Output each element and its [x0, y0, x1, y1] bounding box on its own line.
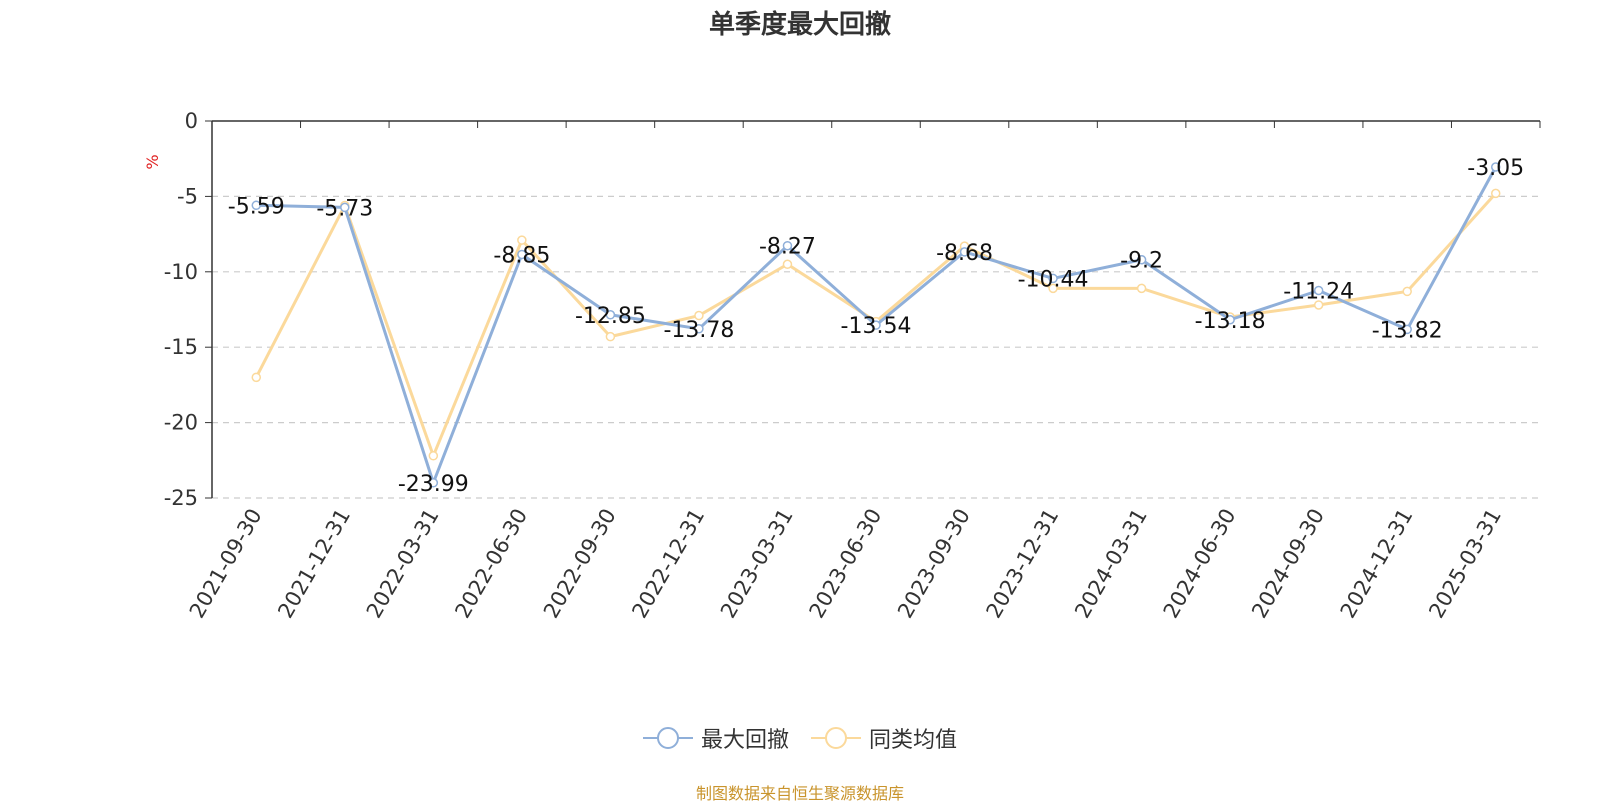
data-point-1-4 [605, 331, 616, 342]
data-point-1-2 [428, 451, 439, 461]
data-point-1-12 [1313, 300, 1324, 310]
x-tick-label: 2024-06-30 [1159, 505, 1241, 623]
x-tick-label: 2025-03-31 [1424, 505, 1506, 623]
data-label-5: -13.78 [663, 318, 734, 343]
data-point-1-6 [782, 259, 793, 270]
legend-item-max-drawdown[interactable]: 最大回撤 [642, 722, 789, 754]
data-label-1: -5.73 [316, 196, 373, 221]
data-label-2: -23.99 [398, 472, 469, 497]
y-tick-label: -25 [164, 486, 198, 510]
data-point-0-6 [782, 240, 793, 251]
data-point-0-4 [605, 310, 616, 320]
data-point-0-3 [517, 249, 527, 260]
legend-label-peer-average: 同类均值 [869, 728, 958, 753]
data-point-0-5 [694, 324, 704, 334]
data-label-4: -12.85 [575, 304, 646, 329]
x-tick-label: 2023-12-31 [982, 505, 1064, 623]
data-label-0: -5.59 [228, 194, 285, 219]
x-tick-label: 2021-12-31 [273, 505, 355, 623]
legend: 最大回撤 同类均值 [0, 722, 1600, 754]
data-label-6: -8.27 [759, 235, 816, 260]
x-tick-label: 2022-12-31 [627, 505, 709, 623]
x-tick-label: 2023-06-30 [805, 505, 887, 623]
data-label-9: -10.44 [1018, 267, 1089, 292]
data-point-1-10 [1136, 283, 1147, 294]
data-point-0-11 [1225, 315, 1235, 325]
x-tick-label: 2022-09-30 [539, 505, 621, 623]
data-point-0-12 [1313, 285, 1324, 296]
data-point-0-1 [340, 202, 350, 213]
x-tick-label: 2024-12-31 [1336, 505, 1418, 623]
y-axis-unit-label: % [143, 154, 162, 169]
data-label-14: -3.05 [1467, 156, 1524, 181]
y-tick-label: 0 [185, 109, 198, 133]
data-point-0-7 [871, 320, 881, 330]
data-label-10: -9.2 [1120, 249, 1163, 274]
data-point-1-14 [1490, 188, 1501, 199]
data-label-7: -13.54 [841, 314, 912, 339]
legend-label-max-drawdown: 最大回撤 [700, 728, 789, 753]
data-label-13: -13.82 [1372, 318, 1443, 343]
y-tick-label: -10 [164, 260, 198, 284]
data-label-11: -13.18 [1195, 309, 1266, 334]
data-label-3: -8.85 [493, 243, 550, 268]
data-point-1-3 [517, 235, 527, 245]
data-point-1-0 [251, 372, 262, 383]
data-point-0-2 [428, 478, 439, 488]
x-tick-label: 2023-03-31 [716, 505, 798, 623]
legend-swatch-peer-average-icon [811, 727, 861, 749]
data-point-0-14 [1490, 162, 1501, 172]
x-tick-label: 2022-06-30 [450, 505, 532, 623]
data-point-1-9 [1048, 283, 1058, 294]
y-tick-label: -20 [164, 411, 198, 435]
data-point-1-5 [694, 310, 704, 321]
x-tick-label: 2021-09-30 [185, 505, 267, 623]
legend-item-peer-average[interactable]: 同类均值 [811, 722, 957, 754]
data-point-0-0 [251, 200, 262, 211]
data-label-8: -8.68 [936, 241, 993, 266]
data-label-12: -11.24 [1283, 279, 1354, 304]
x-tick-label: 2023-09-30 [893, 505, 975, 623]
chart-title: 单季度最大回撤 [708, 10, 891, 40]
y-tick-label: -5 [177, 184, 198, 208]
data-point-0-10 [1136, 254, 1147, 265]
y-tick-label: -15 [164, 335, 198, 359]
data-point-0-13 [1402, 324, 1412, 335]
x-tick-label: 2022-03-31 [362, 505, 444, 623]
data-source-note: 制图数据来自恒生聚源数据库 [695, 784, 904, 803]
data-point-0-8 [959, 247, 970, 257]
legend-swatch-max-drawdown-icon [642, 727, 693, 749]
x-tick-label: 2024-09-30 [1247, 505, 1329, 623]
data-point-0-9 [1048, 273, 1058, 284]
data-point-1-13 [1402, 286, 1412, 297]
x-tick-label: 2024-03-31 [1070, 505, 1152, 623]
